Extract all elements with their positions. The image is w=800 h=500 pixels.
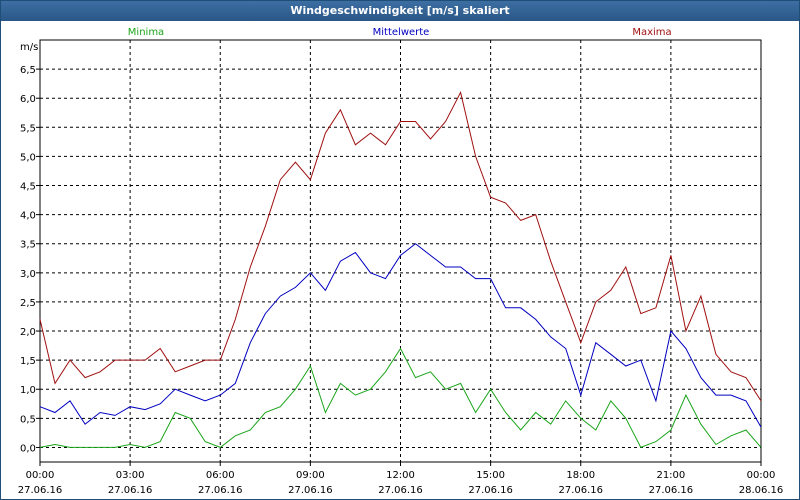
legend: Minima Mittelwerte Maxima xyxy=(128,27,672,38)
y-tick-label: 0,5 xyxy=(20,414,36,425)
y-tick-label: 0,0 xyxy=(20,443,36,454)
legend-entry-minima: Minima xyxy=(128,27,164,38)
x-tick-date-label: 27.06.16 xyxy=(108,485,153,496)
y-tick-label: 6,0 xyxy=(20,94,36,105)
x-tick-date-label: 27.06.16 xyxy=(649,485,694,496)
x-tick-date-label: 27.06.16 xyxy=(558,485,603,496)
x-tick-date-label: 28.06.16 xyxy=(739,485,784,496)
y-tick-label: 5,5 xyxy=(20,123,36,134)
y-tick-label: 1,5 xyxy=(20,356,36,367)
y-tick-label: 2,0 xyxy=(20,327,36,338)
x-tick-date-label: 27.06.16 xyxy=(378,485,423,496)
grid xyxy=(40,40,761,462)
legend-entry-maxima: Maxima xyxy=(632,27,671,38)
x-tick-date-label: 27.06.16 xyxy=(288,485,333,496)
y-tick-label: 3,5 xyxy=(20,240,36,251)
y-tick-label: 1,0 xyxy=(20,385,36,396)
x-tick-time-label: 03:00 xyxy=(116,470,145,481)
y-tick-label: 3,0 xyxy=(20,269,36,280)
legend-entry-mittelwerte: Mittelwerte xyxy=(373,27,430,38)
x-tick-date-label: 27.06.16 xyxy=(198,485,243,496)
y-axis-label: m/s xyxy=(20,42,38,53)
x-tick-time-label: 15:00 xyxy=(476,470,505,481)
series-line-mittelwerte xyxy=(39,243,762,428)
x-tick-time-label: 00:00 xyxy=(26,470,55,481)
series-layer xyxy=(39,90,762,449)
y-tick-label: 5,0 xyxy=(20,152,36,163)
y-axis-ticks: 0,0 0,5 1,0 1,5 2,0 2,5 3,0 3,5 4,0 4,5 5,0 5,5 6,0 6… xyxy=(20,65,40,454)
window-title: Windgeschwindigkeit [m/s] skaliert xyxy=(1,1,799,21)
x-tick-time-label: 06:00 xyxy=(206,470,235,481)
x-tick-time-label: 00:00 xyxy=(747,470,776,481)
x-tick-date-label: 27.06.16 xyxy=(468,485,513,496)
series-line-maxima xyxy=(39,90,762,402)
y-tick-label: 4,0 xyxy=(20,211,36,222)
y-tick-label: 2,5 xyxy=(20,298,36,309)
x-tick-time-label: 12:00 xyxy=(386,470,415,481)
x-tick-time-label: 21:00 xyxy=(656,470,685,481)
x-axis-ticks: 00:00 27.06.16 03:00 27.06.16 06:00 27.06.16 0… xyxy=(18,462,784,496)
x-tick-date-label: 27.06.16 xyxy=(18,485,63,496)
series-line-minima xyxy=(39,347,762,449)
y-tick-label: 4,5 xyxy=(20,182,36,193)
y-tick-label: 6,5 xyxy=(20,65,36,76)
x-tick-time-label: 18:00 xyxy=(566,470,595,481)
x-tick-time-label: 09:00 xyxy=(296,470,325,481)
